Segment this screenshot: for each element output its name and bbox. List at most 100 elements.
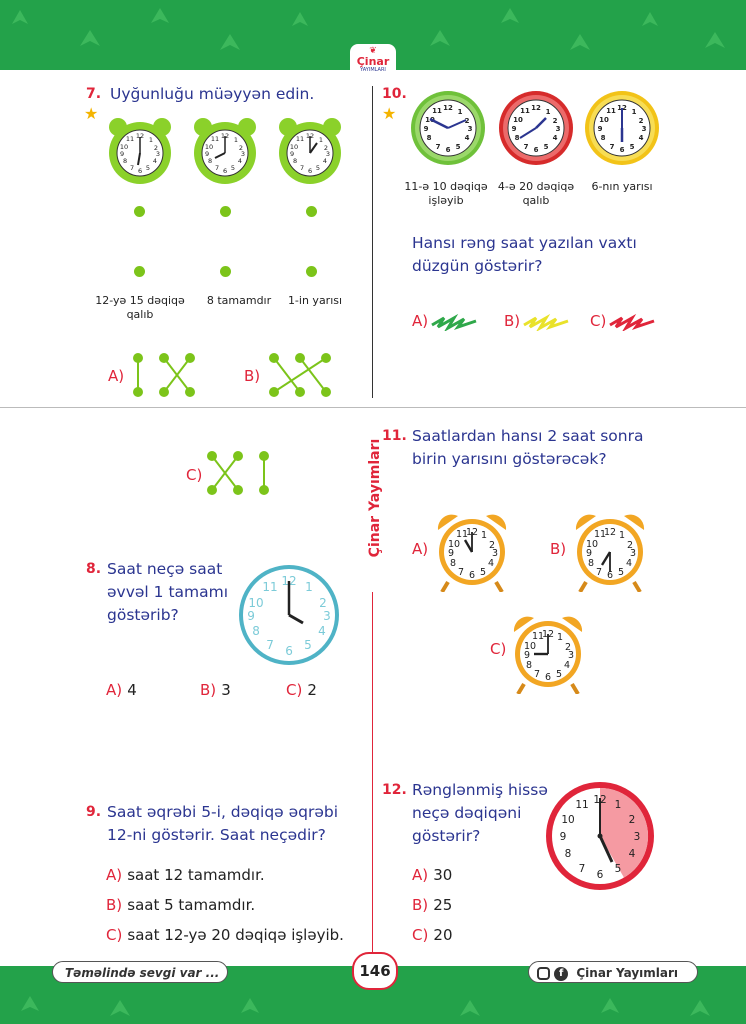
q12-option-c[interactable]: C) 20 — [412, 925, 453, 944]
question-11-number: 11. — [382, 428, 407, 444]
question-9-text-line-2: 12-ni göstərir. Saat neçədir? — [107, 826, 326, 844]
star-icon: ★ — [84, 104, 99, 123]
option-label: B) — [412, 896, 429, 914]
svg-text:1: 1 — [305, 580, 313, 594]
svg-text:7: 7 — [579, 863, 586, 875]
option-value: 4 — [127, 681, 137, 699]
svg-text:10: 10 — [248, 596, 263, 610]
svg-text:9: 9 — [560, 831, 567, 843]
page-number-badge: 146 — [352, 952, 398, 990]
svg-text:2: 2 — [319, 596, 327, 610]
question-8-text-line-1: Saat neçə saat — [107, 560, 223, 578]
question-10-text-line-2: düzgün göstərir? — [412, 257, 543, 275]
option-label: B) — [106, 896, 123, 914]
question-11-text-line-1: Saatlardan hansı 2 saat sonra — [412, 427, 644, 445]
svg-text:10: 10 — [561, 814, 574, 826]
match-dot[interactable] — [220, 266, 231, 277]
question-12-number: 12. — [382, 782, 407, 798]
option-label: C) — [106, 926, 123, 944]
q7-option-b-diagram[interactable] — [268, 350, 332, 398]
svg-text:7: 7 — [266, 638, 274, 652]
section-divider — [0, 407, 746, 408]
match-dot[interactable] — [306, 206, 317, 217]
option-value: 3 — [221, 681, 231, 699]
q8-option-a[interactable]: A) 4 — [106, 680, 137, 699]
question-7-number: 7. — [86, 86, 102, 102]
instagram-icon[interactable] — [537, 967, 550, 980]
footer-publisher-pill: f Çinar Yayımları — [528, 961, 698, 983]
svg-text:8: 8 — [565, 848, 572, 860]
q8-option-c[interactable]: C) 2 — [286, 680, 317, 699]
svg-text:3: 3 — [323, 609, 331, 623]
q11-clock-c-icon[interactable] — [508, 612, 588, 694]
footer-publisher: Çinar Yayımları — [576, 966, 679, 980]
question-9-text-line-1: Saat əqrəbi 5-i, dəqiqə əqrəbi — [107, 803, 339, 821]
leaf-pattern — [21, 996, 710, 1016]
match-dot[interactable] — [134, 266, 145, 277]
q8-option-b[interactable]: B) 3 — [200, 680, 231, 699]
option-label: C) — [412, 926, 429, 944]
page-number: 146 — [359, 962, 391, 980]
q10-option-a-label[interactable]: A) — [412, 312, 429, 330]
option-value: 30 — [433, 866, 453, 884]
q11-option-a-label[interactable]: A) — [412, 540, 429, 558]
match-dot[interactable] — [306, 266, 317, 277]
red-clock-icon — [499, 91, 573, 165]
column-divider-bottom — [372, 592, 373, 952]
q7-option-a-label[interactable]: A) — [108, 367, 125, 385]
green-clock-icon — [411, 91, 485, 165]
facebook-icon[interactable]: f — [554, 966, 569, 981]
question-11-text-line-2: birin yarısını göstərəcək? — [412, 450, 607, 468]
svg-text:8: 8 — [252, 624, 260, 638]
svg-text:4: 4 — [629, 848, 636, 860]
svg-text:6: 6 — [597, 869, 604, 881]
q7-option-b-label[interactable]: B) — [244, 367, 261, 385]
question-8-number: 8. — [86, 561, 102, 577]
svg-text:1: 1 — [615, 799, 622, 811]
q12-option-b[interactable]: B) 25 — [412, 895, 452, 914]
clock-2-icon — [193, 117, 257, 185]
option-value: 20 — [433, 926, 453, 944]
q11-clock-b-icon[interactable] — [570, 510, 650, 592]
q9-option-a[interactable]: A) saat 12 tamamdır. — [106, 865, 265, 884]
q9-option-c[interactable]: C) saat 12-yə 20 dəqiqə işləyib. — [106, 925, 344, 944]
column-divider-top — [372, 86, 373, 398]
svg-text:9: 9 — [247, 609, 255, 623]
svg-text:11: 11 — [262, 580, 277, 594]
q11-option-b-label[interactable]: B) — [550, 540, 567, 558]
q7-option-a-diagram[interactable] — [132, 350, 196, 398]
brand-logo: ❦ Çinar YAYIMLARI — [350, 44, 396, 80]
yellow-clock-icon — [585, 91, 659, 165]
svg-text:6: 6 — [285, 644, 293, 658]
q11-clock-a-icon[interactable] — [432, 510, 512, 592]
q10-option-b-label[interactable]: B) — [504, 312, 521, 330]
q7-option-c-label[interactable]: C) — [186, 466, 203, 484]
q7-label-3: 1-in yarısı — [287, 294, 343, 307]
q10-option-c-label[interactable]: C) — [590, 312, 607, 330]
option-value: saat 12 tamamdır. — [127, 866, 265, 884]
svg-text:3: 3 — [634, 831, 641, 843]
option-label: A) — [412, 866, 429, 884]
q9-option-b[interactable]: B) saat 5 tamamdır. — [106, 895, 255, 914]
q7-label-2: 8 tamamdır — [206, 294, 272, 307]
question-10-number: 10. — [382, 86, 407, 102]
brand-name: Çinar — [356, 55, 390, 68]
svg-text:4: 4 — [318, 624, 326, 638]
svg-text:11: 11 — [575, 799, 588, 811]
question-9-number: 9. — [86, 804, 102, 820]
q7-label-1: 12-yə 15 dəqiqə qalıb — [95, 294, 185, 321]
q11-option-c-label[interactable]: C) — [490, 640, 507, 658]
question-10-text-line-1: Hansı rəng saat yazılan vaxtı — [412, 234, 637, 252]
leaf-pattern — [12, 8, 725, 50]
q7-option-c-diagram[interactable] — [206, 448, 270, 496]
option-value: saat 12-yə 20 dəqiqə işləyib. — [127, 926, 344, 944]
footer-motto: Təməlində sevgi var ... — [65, 966, 220, 980]
match-dot[interactable] — [134, 206, 145, 217]
svg-text:2: 2 — [629, 814, 636, 826]
match-dot[interactable] — [220, 206, 231, 217]
option-value: saat 5 tamamdır. — [127, 896, 256, 914]
option-label: A) — [106, 681, 123, 699]
q12-option-a[interactable]: A) 30 — [412, 865, 452, 884]
